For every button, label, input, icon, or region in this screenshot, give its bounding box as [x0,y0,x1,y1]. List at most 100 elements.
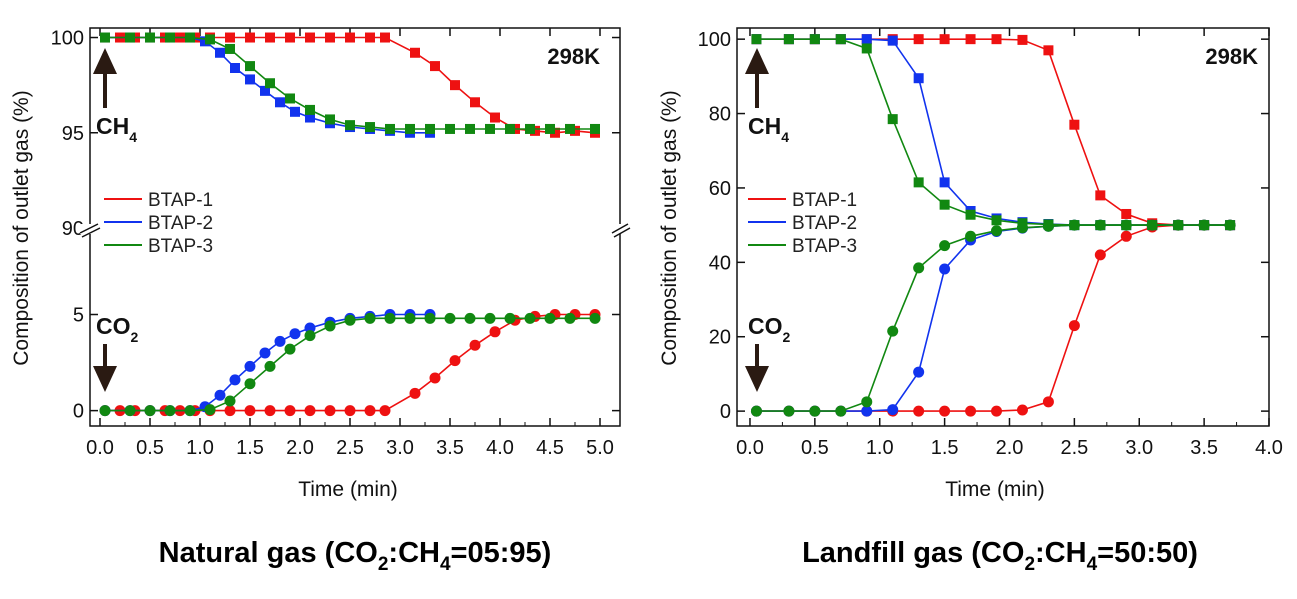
legend-label-btap-1: BTAP-1 [792,190,857,211]
data-point-btap-3-co2 [164,405,176,417]
data-point-btap-2-co2 [244,360,256,372]
legend-label-btap-3: BTAP-3 [792,236,857,257]
x-tick-label: 2.5 [336,437,364,459]
data-point-btap-1-co2 [965,405,977,417]
x-tick-label: 3.0 [1125,437,1153,459]
ch4-annotation: CH4 [96,113,137,145]
data-point-btap-3-co2 [384,312,396,324]
data-point-btap-3-ch4 [225,43,235,54]
data-point-btap-3-co2 [464,312,476,324]
temperature-label: 298K [1205,44,1258,69]
x-tick-label: 1.0 [866,437,894,459]
data-point-btap-3-ch4 [783,34,794,45]
data-point-btap-3-co2 [484,312,496,324]
data-point-btap-3-ch4 [245,61,255,72]
data-point-btap-3-ch4 [100,32,110,43]
y-tick-label: 0 [73,401,84,423]
data-point-btap-3-co2 [304,330,316,342]
co2-arrow-icon [93,344,117,392]
data-point-btap-3-co2 [1094,219,1106,231]
data-point-btap-1-co2 [224,405,236,417]
x-tick-label: 1.5 [931,437,959,459]
x-axis-label: Time (min) [298,478,398,501]
data-point-btap-1-ch4 [1069,119,1080,130]
data-point-btap-3-ch4 [285,93,295,104]
data-point-btap-1-co2 [469,339,481,351]
data-point-btap-3-ch4 [861,43,872,54]
data-point-btap-1-co2 [1094,249,1106,261]
x-tick-label: 2.0 [996,437,1024,459]
data-point-btap-3-co2 [1068,219,1080,231]
y-tick-label: 100 [698,29,731,51]
data-point-btap-1-co2 [324,405,336,417]
x-tick-label: 4.0 [486,437,514,459]
data-point-btap-1-co2 [1016,404,1028,416]
data-point-btap-1-co2 [284,405,296,417]
data-point-btap-3-co2 [444,312,456,324]
data-point-btap-2-ch4 [290,106,300,117]
data-point-btap-1-co2 [1120,230,1132,242]
x-tick-label: 3.5 [1190,437,1218,459]
series-line-btap-1-co2 [105,313,595,412]
data-point-btap-3-ch4 [185,32,195,43]
data-point-btap-1-co2 [364,405,376,417]
legend-label-btap-2: BTAP-2 [148,213,213,234]
data-point-btap-3-ch4 [939,199,950,210]
data-point-btap-3-co2 [424,312,436,324]
data-point-btap-1-ch4 [345,32,355,43]
data-point-btap-3-ch4 [525,123,535,134]
series-btap-3-co2 [750,219,1236,417]
x-tick-label: 4.0 [1255,437,1283,459]
data-point-btap-1-ch4 [991,34,1002,45]
x-tick-label: 3.5 [436,437,464,459]
data-point-btap-1-ch4 [490,112,500,123]
data-point-btap-3-ch4 [325,114,335,125]
data-point-btap-3-ch4 [485,123,495,134]
data-point-btap-1-co2 [409,387,421,399]
x-tick-label: 2.5 [1060,437,1088,459]
series-line-btap-3-ch4 [105,36,595,130]
data-point-btap-3-ch4 [205,34,215,45]
x-tick-label: 4.5 [536,437,564,459]
data-point-btap-2-ch4 [260,85,270,96]
data-point-btap-3-co2 [99,405,111,417]
data-point-btap-3-ch4 [425,123,435,134]
data-point-btap-1-co2 [1042,396,1054,408]
data-point-btap-1-ch4 [1121,208,1132,219]
data-point-btap-1-ch4 [1043,45,1054,56]
data-point-btap-1-co2 [939,405,951,417]
data-point-btap-3-co2 [324,320,336,332]
ch4-annotation: CH4 [748,113,789,145]
y-tick-label: 5 [73,305,84,327]
data-point-btap-1-co2 [264,405,276,417]
data-point-btap-3-ch4 [565,123,575,134]
data-point-btap-1-co2 [913,405,925,417]
data-point-btap-3-co2 [264,360,276,372]
x-tick-label: 1.0 [186,437,214,459]
data-point-btap-2-co2 [887,404,899,416]
legend: BTAP-1 BTAP-2 BTAP-3 [104,190,213,257]
data-point-btap-3-co2 [913,262,925,274]
data-point-btap-3-co2 [861,396,873,408]
data-point-btap-2-co2 [861,405,873,417]
data-point-btap-1-ch4 [965,34,976,45]
data-point-btap-1-ch4 [325,32,335,43]
legend-label-btap-3: BTAP-3 [148,236,213,257]
data-point-btap-3-ch4 [385,123,395,134]
data-point-btap-2-co2 [214,389,226,401]
data-point-btap-3-co2 [404,312,416,324]
data-point-btap-3-co2 [1172,219,1184,231]
data-point-btap-1-ch4 [225,32,235,43]
y-tick-label: 80 [709,104,731,126]
data-point-btap-3-co2 [144,405,156,417]
data-point-btap-1-co2 [429,372,441,384]
x-tick-label: 2.0 [286,437,314,459]
data-point-btap-2-ch4 [275,97,285,108]
data-point-btap-3-co2 [564,312,576,324]
data-point-btap-2-ch4 [939,177,950,188]
series-btap-3-ch4 [100,32,600,134]
data-point-btap-2-ch4 [887,35,898,46]
data-point-btap-1-co2 [344,405,356,417]
data-point-btap-3-co2 [344,314,356,326]
